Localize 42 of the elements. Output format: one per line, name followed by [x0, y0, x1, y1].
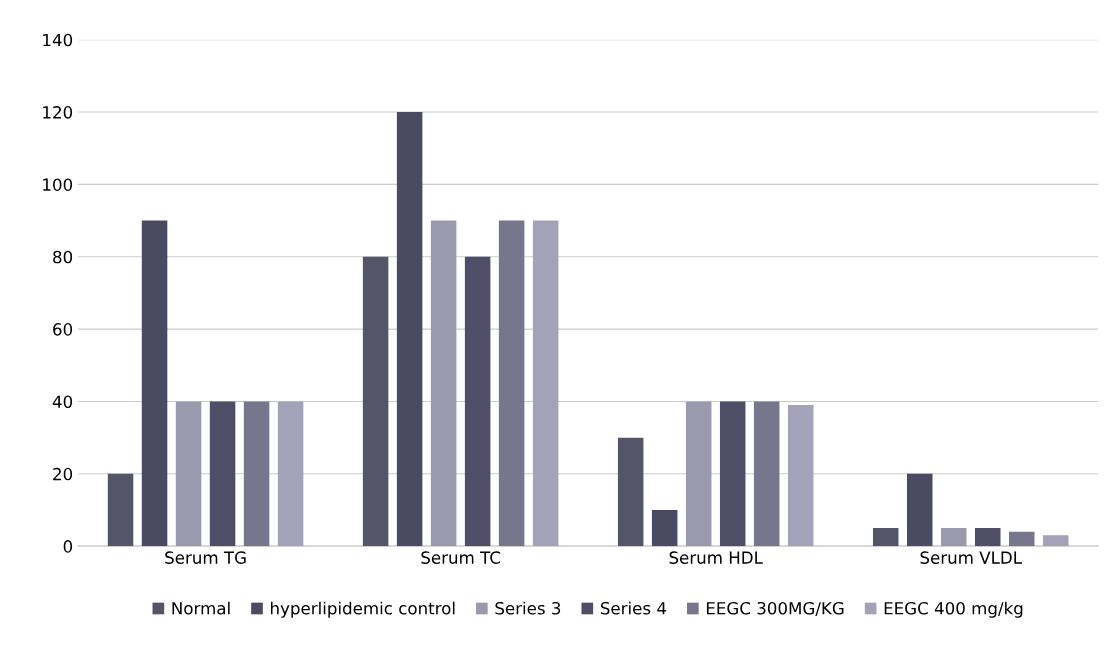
x-tick-label: Serum HDL — [669, 551, 763, 564]
bar — [464, 256, 491, 547]
bar — [906, 473, 933, 547]
y-tick-label: 40 — [52, 395, 73, 409]
bar — [975, 528, 1001, 547]
bar — [719, 401, 746, 547]
bar — [243, 401, 270, 547]
legend-label: hyperlipidemic control — [271, 601, 455, 618]
bar — [532, 220, 559, 547]
bar — [141, 220, 168, 547]
y-tick-label: 0 — [63, 540, 73, 553]
bar — [498, 220, 525, 547]
y-tick-label: 120 — [43, 106, 73, 119]
bar — [362, 256, 389, 547]
legend-label: Normal — [172, 601, 230, 615]
bar — [396, 112, 423, 547]
y-tick-label: 100 — [43, 178, 73, 191]
bar — [430, 220, 457, 547]
y-tick-label: 80 — [53, 250, 73, 264]
bar — [940, 528, 967, 547]
bar — [277, 401, 304, 547]
y-tick-label: 20 — [53, 467, 73, 481]
bar — [107, 473, 134, 547]
bar — [685, 401, 712, 547]
y-tick-label: 60 — [53, 323, 73, 336]
legend-label: Series 3 — [495, 601, 561, 615]
bar — [175, 401, 202, 547]
bar — [1009, 531, 1035, 547]
bar — [872, 528, 899, 547]
y-tick-label: 140 — [43, 33, 73, 47]
bar — [651, 509, 678, 547]
x-tick-label: Serum VLDL — [920, 551, 1022, 564]
legend-label: EEGC 300MG/KG — [706, 601, 844, 616]
bar — [753, 401, 780, 547]
bar — [787, 405, 814, 547]
legend-label: Series 4 — [600, 601, 667, 615]
bar — [617, 437, 644, 547]
x-tick-label: Serum TG — [165, 551, 246, 564]
x-tick-label: Serum TC — [421, 551, 501, 564]
bar — [209, 401, 236, 547]
bar — [1043, 535, 1069, 547]
legend-label: EEGC 400 mg/kg — [884, 601, 1023, 618]
